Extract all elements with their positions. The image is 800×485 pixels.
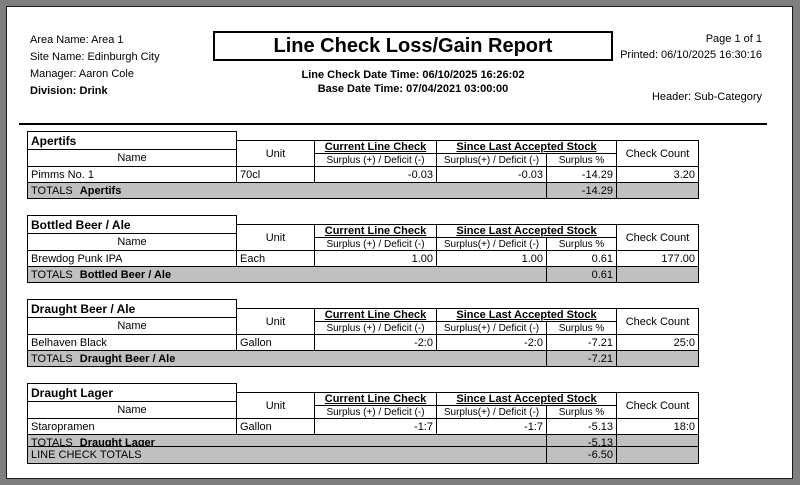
item-current-cell: -1:7 xyxy=(314,418,437,435)
item-check-count-cell: 3.20 xyxy=(616,166,699,183)
since-sub-header: Surplus(+) / Deficit (-) xyxy=(436,237,547,251)
item-check-count-cell: 25:0 xyxy=(616,334,699,351)
unit-column-header: Unit xyxy=(236,140,315,167)
name-column-header: Name xyxy=(27,233,237,251)
item-since-cell: -2:0 xyxy=(436,334,547,351)
name-column-header: Name xyxy=(27,401,237,419)
totals-label-cell: TOTALS Apertifs xyxy=(27,182,547,199)
category-header-cell: Draught Beer / Ale xyxy=(27,299,237,318)
item-current-cell: -0.03 xyxy=(314,166,437,183)
line-check-datetime: Line Check Date Time: 06/10/2025 16:26:0… xyxy=(301,69,525,81)
current-sub-header: Surplus (+) / Deficit (-) xyxy=(314,405,437,419)
site-name: Site Name: Edinburgh City xyxy=(30,51,160,63)
surplus-pct-header: Surplus % xyxy=(546,237,617,251)
totals-label: TOTALS xyxy=(31,184,73,197)
item-since-cell: -0.03 xyxy=(436,166,547,183)
section-bottled-beer-ale: Bottled Beer / Ale Name Unit Current Lin… xyxy=(27,215,699,283)
division-name: Division: Drink xyxy=(30,85,108,97)
item-name-cell: Belhaven Black xyxy=(27,334,237,351)
header-mode: Header: Sub-Category xyxy=(651,91,762,103)
current-line-check-header: Current Line Check xyxy=(314,140,437,154)
category-header-cell: Apertifs xyxy=(27,131,237,150)
since-last-header: Since Last Accepted Stock xyxy=(436,308,617,322)
item-current-cell: 1.00 xyxy=(314,250,437,267)
unit-column-header: Unit xyxy=(236,392,315,419)
unit-column-header: Unit xyxy=(236,308,315,335)
check-count-header: Check Count xyxy=(616,392,699,419)
since-sub-header: Surplus(+) / Deficit (-) xyxy=(436,153,547,167)
totals-category: Draught Lager xyxy=(79,436,155,449)
current-sub-header: Surplus (+) / Deficit (-) xyxy=(314,237,437,251)
totals-category: Apertifs xyxy=(79,184,122,197)
since-last-header: Since Last Accepted Stock xyxy=(436,140,617,154)
since-last-header: Since Last Accepted Stock xyxy=(436,224,617,238)
line-check-totals-check-count-cell xyxy=(616,446,699,464)
section-draught-lager: Draught Lager Name Unit Current Line Che… xyxy=(27,383,699,451)
totals-label: TOTALS xyxy=(31,268,73,281)
base-datetime: Base Date Time: 07/04/2021 03:00:00 xyxy=(317,83,509,95)
report-meta-block: Area Name: Area 1 Site Name: Edinburgh C… xyxy=(30,32,160,100)
item-unit-cell: 70cl xyxy=(236,166,315,183)
report-title: Line Check Loss/Gain Report xyxy=(213,31,613,61)
item-surplus-pct-cell: -5.13 xyxy=(546,418,617,435)
totals-check-count-cell xyxy=(616,350,699,367)
page-number: Page 1 of 1 xyxy=(705,33,762,45)
item-since-cell: 1.00 xyxy=(436,250,547,267)
since-sub-header: Surplus(+) / Deficit (-) xyxy=(436,321,547,335)
check-count-header: Check Count xyxy=(616,140,699,167)
manager-name: Manager: Aaron Cole xyxy=(30,68,134,80)
current-line-check-header: Current Line Check xyxy=(314,308,437,322)
totals-surplus-pct-cell: -14.29 xyxy=(546,182,617,199)
item-surplus-pct-cell: -7.21 xyxy=(546,334,617,351)
totals-check-count-cell xyxy=(616,266,699,283)
item-unit-cell: Each xyxy=(236,250,315,267)
totals-label: TOTALS xyxy=(31,352,73,365)
item-check-count-cell: 177.00 xyxy=(616,250,699,267)
check-count-header: Check Count xyxy=(616,224,699,251)
totals-label-cell: TOTALS Bottled Beer / Ale xyxy=(27,266,547,283)
totals-surplus-pct-cell: 0.61 xyxy=(546,266,617,283)
check-count-header: Check Count xyxy=(616,308,699,335)
section-apertifs: Apertifs Name Unit Current Line Check Su… xyxy=(27,131,699,199)
item-surplus-pct-cell: 0.61 xyxy=(546,250,617,267)
printed-timestamp: Printed: 06/10/2025 16:30:16 xyxy=(620,49,762,61)
totals-label: TOTALS xyxy=(31,436,73,449)
current-sub-header: Surplus (+) / Deficit (-) xyxy=(314,153,437,167)
item-name-cell: Brewdog Punk IPA xyxy=(27,250,237,267)
name-column-header: Name xyxy=(27,149,237,167)
unit-column-header: Unit xyxy=(236,224,315,251)
totals-category: Draught Beer / Ale xyxy=(79,352,176,365)
totals-category: Bottled Beer / Ale xyxy=(79,268,172,281)
line-check-totals-surplus-pct-cell: -6.50 xyxy=(546,446,617,464)
totals-label-cell: TOTALS Draught Beer / Ale xyxy=(27,350,547,367)
item-name-cell: Staropramen xyxy=(27,418,237,435)
line-check-totals-label-cell: LINE CHECK TOTALS xyxy=(27,446,547,464)
totals-surplus-pct-cell: -7.21 xyxy=(546,350,617,367)
item-current-cell: -2:0 xyxy=(314,334,437,351)
item-name-cell: Pimms No. 1 xyxy=(27,166,237,183)
surplus-pct-header: Surplus % xyxy=(546,321,617,335)
since-last-header: Since Last Accepted Stock xyxy=(436,392,617,406)
item-since-cell: -1:7 xyxy=(436,418,547,435)
current-line-check-header: Current Line Check xyxy=(314,392,437,406)
category-header-cell: Draught Lager xyxy=(27,383,237,402)
category-header-cell: Bottled Beer / Ale xyxy=(27,215,237,234)
section-draught-beer-ale: Draught Beer / Ale Name Unit Current Lin… xyxy=(27,299,699,367)
totals-check-count-cell xyxy=(616,182,699,199)
item-unit-cell: Gallon xyxy=(236,334,315,351)
current-sub-header: Surplus (+) / Deficit (-) xyxy=(314,321,437,335)
surplus-pct-header: Surplus % xyxy=(546,405,617,419)
header-separator-rule xyxy=(19,123,767,125)
report-page: Area Name: Area 1 Site Name: Edinburgh C… xyxy=(6,6,793,479)
name-column-header: Name xyxy=(27,317,237,335)
item-check-count-cell: 18:0 xyxy=(616,418,699,435)
since-sub-header: Surplus(+) / Deficit (-) xyxy=(436,405,547,419)
surplus-pct-header: Surplus % xyxy=(546,153,617,167)
line-check-totals-row: LINE CHECK TOTALS -6.50 xyxy=(27,446,699,464)
item-surplus-pct-cell: -14.29 xyxy=(546,166,617,183)
current-line-check-header: Current Line Check xyxy=(314,224,437,238)
item-unit-cell: Gallon xyxy=(236,418,315,435)
area-name: Area Name: Area 1 xyxy=(30,34,124,46)
